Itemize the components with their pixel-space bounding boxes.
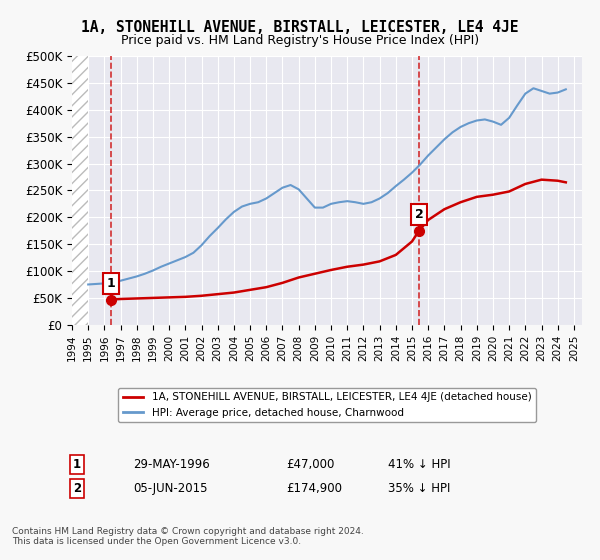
Text: £47,000: £47,000: [286, 458, 335, 471]
Text: 1: 1: [107, 277, 115, 290]
Text: 2: 2: [415, 208, 424, 221]
Text: Price paid vs. HM Land Registry's House Price Index (HPI): Price paid vs. HM Land Registry's House …: [121, 34, 479, 46]
Text: 1A, STONEHILL AVENUE, BIRSTALL, LEICESTER, LE4 4JE: 1A, STONEHILL AVENUE, BIRSTALL, LEICESTE…: [81, 20, 519, 35]
Legend: 1A, STONEHILL AVENUE, BIRSTALL, LEICESTER, LE4 4JE (detached house), HPI: Averag: 1A, STONEHILL AVENUE, BIRSTALL, LEICESTE…: [118, 388, 536, 422]
Text: £174,900: £174,900: [286, 482, 342, 495]
Text: 41% ↓ HPI: 41% ↓ HPI: [388, 458, 451, 471]
Text: 35% ↓ HPI: 35% ↓ HPI: [388, 482, 451, 495]
Bar: [72, 56, 88, 325]
Text: Contains HM Land Registry data © Crown copyright and database right 2024.
This d: Contains HM Land Registry data © Crown c…: [12, 526, 364, 546]
Text: 2: 2: [73, 482, 81, 495]
Text: 1: 1: [73, 458, 81, 471]
Text: 29-MAY-1996: 29-MAY-1996: [133, 458, 210, 471]
Text: 05-JUN-2015: 05-JUN-2015: [133, 482, 208, 495]
